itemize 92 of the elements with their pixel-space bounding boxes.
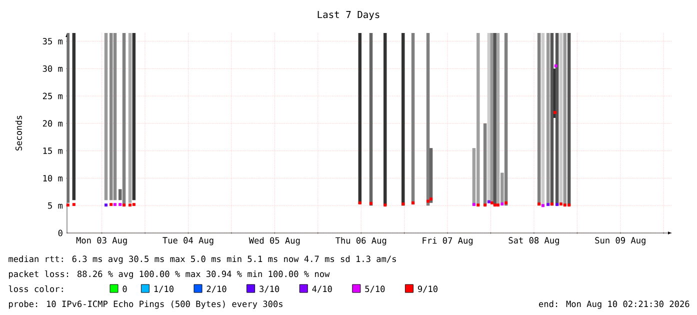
y-tick-label: 35 m xyxy=(42,38,63,44)
legend-label: 9/10 xyxy=(418,286,438,293)
bar xyxy=(546,32,550,206)
point xyxy=(132,203,136,206)
point xyxy=(504,201,508,204)
legend-title: loss color: xyxy=(8,285,63,292)
bar xyxy=(493,32,497,206)
x-tick-label: Sat 08 Aug xyxy=(508,237,559,246)
bar xyxy=(128,32,132,203)
bar xyxy=(426,32,430,206)
bar xyxy=(104,32,108,200)
text: end: Mon Aug 10 02:21:30 2026 xyxy=(539,300,690,309)
point xyxy=(559,202,562,206)
bar xyxy=(429,148,433,203)
bar xyxy=(567,32,571,206)
bar xyxy=(113,32,117,200)
y-tick-label: 25 m xyxy=(42,92,63,100)
point xyxy=(104,204,108,207)
x-tick-label: Sun 09 Aug xyxy=(595,237,646,246)
bar xyxy=(504,32,508,206)
point xyxy=(556,203,559,206)
bar xyxy=(500,172,504,203)
point xyxy=(496,204,500,207)
bar xyxy=(487,32,491,203)
chart-title: Last 7 Days xyxy=(318,11,380,20)
bar xyxy=(490,32,494,203)
y-tick-label: 15 m xyxy=(43,148,63,154)
point xyxy=(538,202,541,206)
point xyxy=(490,201,494,204)
point xyxy=(370,202,373,205)
bar xyxy=(118,189,122,200)
legend-label: 0 xyxy=(122,286,127,292)
legend-label: 4/10 xyxy=(312,286,332,293)
point xyxy=(493,204,496,207)
bar xyxy=(559,32,563,203)
point xyxy=(128,204,132,207)
x-tick-label: Thu 06 Aug xyxy=(336,237,386,246)
point xyxy=(546,203,550,206)
point xyxy=(66,204,70,207)
y-axis-title: Seconds xyxy=(15,116,22,150)
point xyxy=(487,200,490,204)
bar xyxy=(122,32,126,206)
point xyxy=(563,204,566,207)
bar xyxy=(358,32,362,204)
x-tick-label: Fri 07 Aug xyxy=(422,237,473,246)
bar xyxy=(67,32,70,203)
text: median rtt: 6.3 ms avg 30.5 ms max 5.0 ms min 5.1 ms now 4.7 ms sd 1.3 am/s xyxy=(8,256,396,264)
x-tick-label: Wed 05 Aug xyxy=(248,237,300,246)
point xyxy=(568,204,571,207)
point xyxy=(402,202,405,206)
bar xyxy=(555,32,559,206)
bar xyxy=(541,32,545,206)
point xyxy=(550,202,554,206)
point xyxy=(114,203,117,206)
bar xyxy=(496,32,500,206)
legend-label: 3/10 xyxy=(260,286,280,293)
text: probe: 10 IPv6-ICMP Echo Pings (500 Bytes) every 300s xyxy=(9,300,282,309)
bar xyxy=(476,32,480,206)
bar xyxy=(369,32,373,206)
y-tick-label: 0 xyxy=(58,230,62,236)
y-tick-label: 5 m xyxy=(48,202,63,209)
point xyxy=(426,200,430,203)
point xyxy=(110,203,113,206)
point xyxy=(484,204,487,207)
point xyxy=(122,204,126,207)
bar xyxy=(483,123,487,206)
legend-label: 1/10 xyxy=(154,286,174,293)
bar xyxy=(563,32,566,206)
y-tick-label: 30 m xyxy=(42,65,63,72)
bar xyxy=(72,32,76,200)
bar xyxy=(110,32,113,200)
point xyxy=(430,198,433,201)
text: packet loss: 88.26 % avg 100.00 % max 30.94 % min 100.00 % now xyxy=(9,270,330,279)
point xyxy=(554,64,558,68)
legend-label: 2/10 xyxy=(206,286,226,293)
bar xyxy=(132,32,136,200)
legend-label: 5/10 xyxy=(365,286,385,293)
y-tick-label: 20 m xyxy=(42,120,63,127)
point xyxy=(541,204,544,208)
x-tick-label: Tue 04 Aug xyxy=(162,237,214,246)
point xyxy=(412,201,415,204)
point xyxy=(553,110,556,114)
point xyxy=(476,204,480,207)
point xyxy=(72,203,76,206)
point xyxy=(472,203,476,206)
y-tick-label: 10 m xyxy=(43,174,63,182)
x-tick-label: Mon 03 Aug xyxy=(76,237,127,246)
point xyxy=(384,204,387,207)
point xyxy=(358,201,362,204)
point xyxy=(118,203,122,206)
point xyxy=(500,202,504,206)
bar xyxy=(383,32,387,206)
